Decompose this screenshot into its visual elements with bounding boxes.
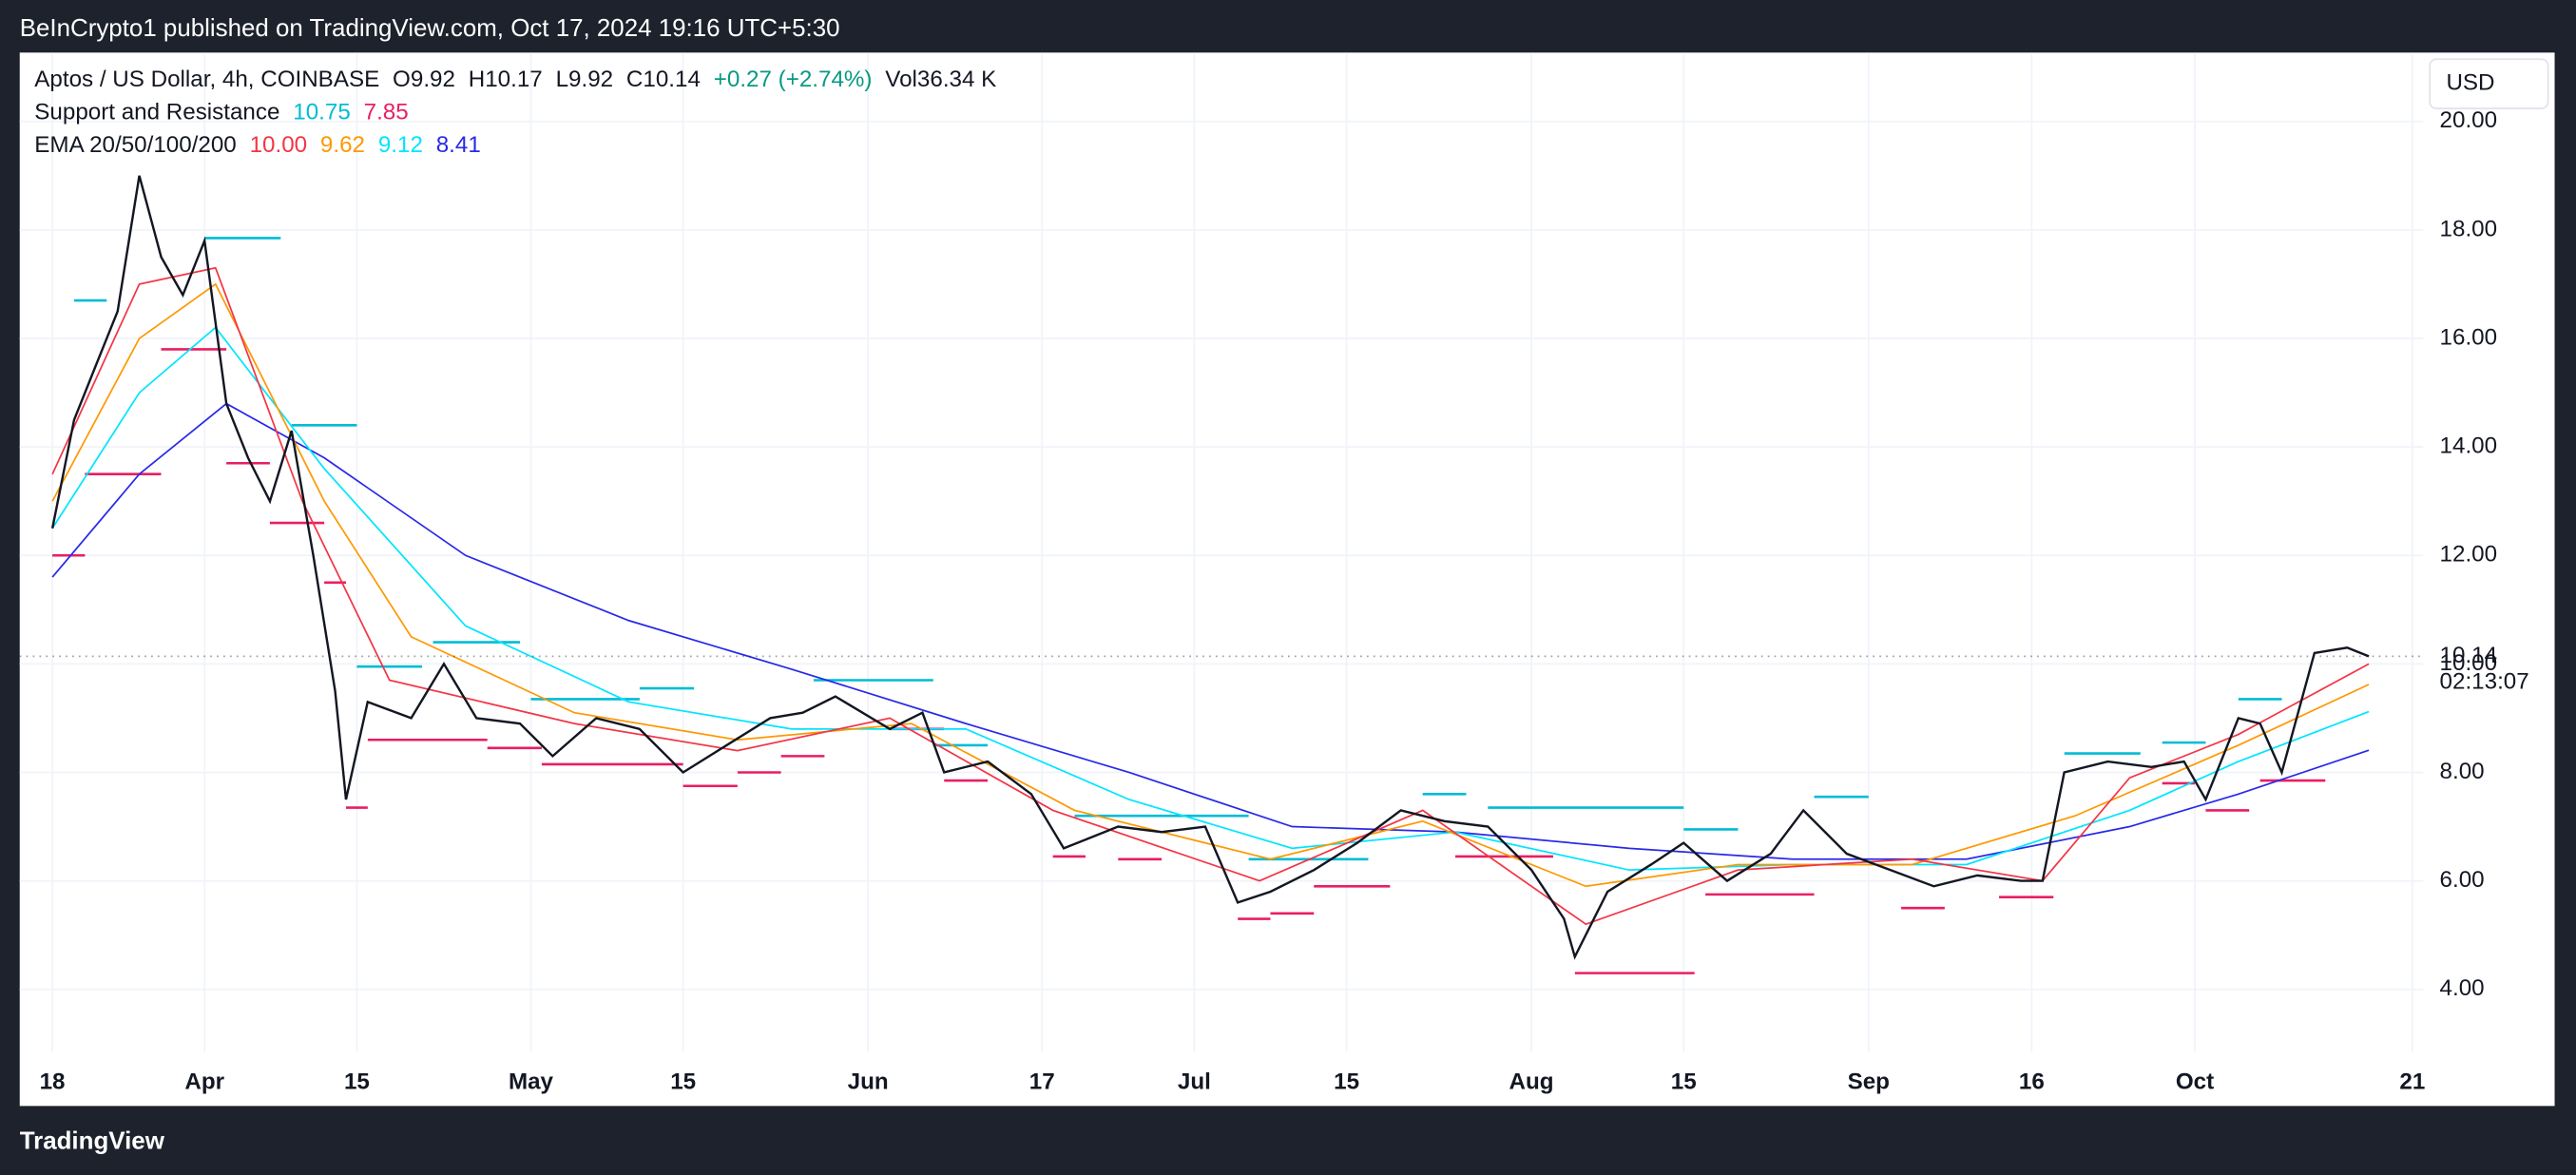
x-tick-label: 21: [2399, 1069, 2425, 1095]
x-tick-label: Jun: [848, 1069, 889, 1095]
y-tick-label: 16.00: [2440, 324, 2498, 350]
indicator-name: Support and Resistance: [34, 100, 279, 125]
indicator-value: 10.00: [250, 132, 308, 158]
indicator-value: 8.41: [436, 132, 481, 158]
x-tick-label: Aug: [1509, 1069, 1554, 1095]
x-tick-label: 15: [670, 1069, 696, 1095]
x-tick-label: May: [509, 1069, 554, 1095]
x-tick-label: 15: [1671, 1069, 1697, 1095]
currency-button[interactable]: [2429, 58, 2549, 109]
y-tick-label: 4.00: [2440, 975, 2485, 1001]
x-tick-label: 16: [2019, 1069, 2045, 1095]
price-line: [50, 175, 2370, 960]
indicator-value: 9.62: [320, 132, 365, 158]
last-price-label: 10.14: [2440, 643, 2498, 668]
x-tick-label: Oct: [2176, 1069, 2214, 1095]
ohlc-value: +0.27 (+2.74%): [714, 67, 873, 92]
y-tick-label: 18.00: [2440, 216, 2498, 241]
publisher: BeInCrypto1 published on TradingView.com…: [20, 15, 840, 42]
x-tick-label: 17: [1029, 1069, 1055, 1095]
y-tick-label: 14.00: [2440, 433, 2498, 459]
currency[interactable]: USD: [2446, 70, 2494, 96]
indicator-value: 7.85: [364, 100, 409, 125]
countdown: 02:13:07: [2440, 668, 2529, 694]
ema-line: [51, 282, 2370, 888]
y-tick-label: 20.00: [2440, 107, 2498, 133]
ohlc-value: L9.92: [556, 67, 614, 92]
ohlc-value: Vol36.34 K: [885, 67, 996, 92]
ohlc-value: O9.92: [393, 67, 455, 92]
y-tick-label: 10.00: [2440, 650, 2498, 676]
ema-line: [51, 266, 2370, 926]
indicator-value: 9.12: [378, 132, 423, 158]
indicator-value: 10.75: [293, 100, 351, 125]
x-tick-label: Sep: [1848, 1069, 1890, 1095]
brand: TradingView: [20, 1127, 165, 1154]
x-tick-label: 15: [344, 1069, 370, 1095]
ema-line: [51, 326, 2370, 872]
ohlc-value: H10.17: [469, 67, 543, 92]
chart-pane: [19, 52, 2555, 1107]
symbol: Aptos / US Dollar, 4h, COINBASE: [34, 67, 379, 92]
x-tick-label: 15: [1334, 1069, 1359, 1095]
x-tick-label: Apr: [184, 1069, 224, 1095]
x-tick-label: Jul: [1178, 1069, 1211, 1095]
y-tick-label: 12.00: [2440, 542, 2498, 568]
indicator-name: EMA 20/50/100/200: [34, 132, 236, 158]
y-tick-label: 6.00: [2440, 867, 2485, 893]
y-tick-label: 8.00: [2440, 759, 2485, 784]
x-tick-label: 18: [40, 1069, 66, 1095]
ema-line: [51, 402, 2370, 860]
ohlc-value: C10.14: [626, 67, 701, 92]
